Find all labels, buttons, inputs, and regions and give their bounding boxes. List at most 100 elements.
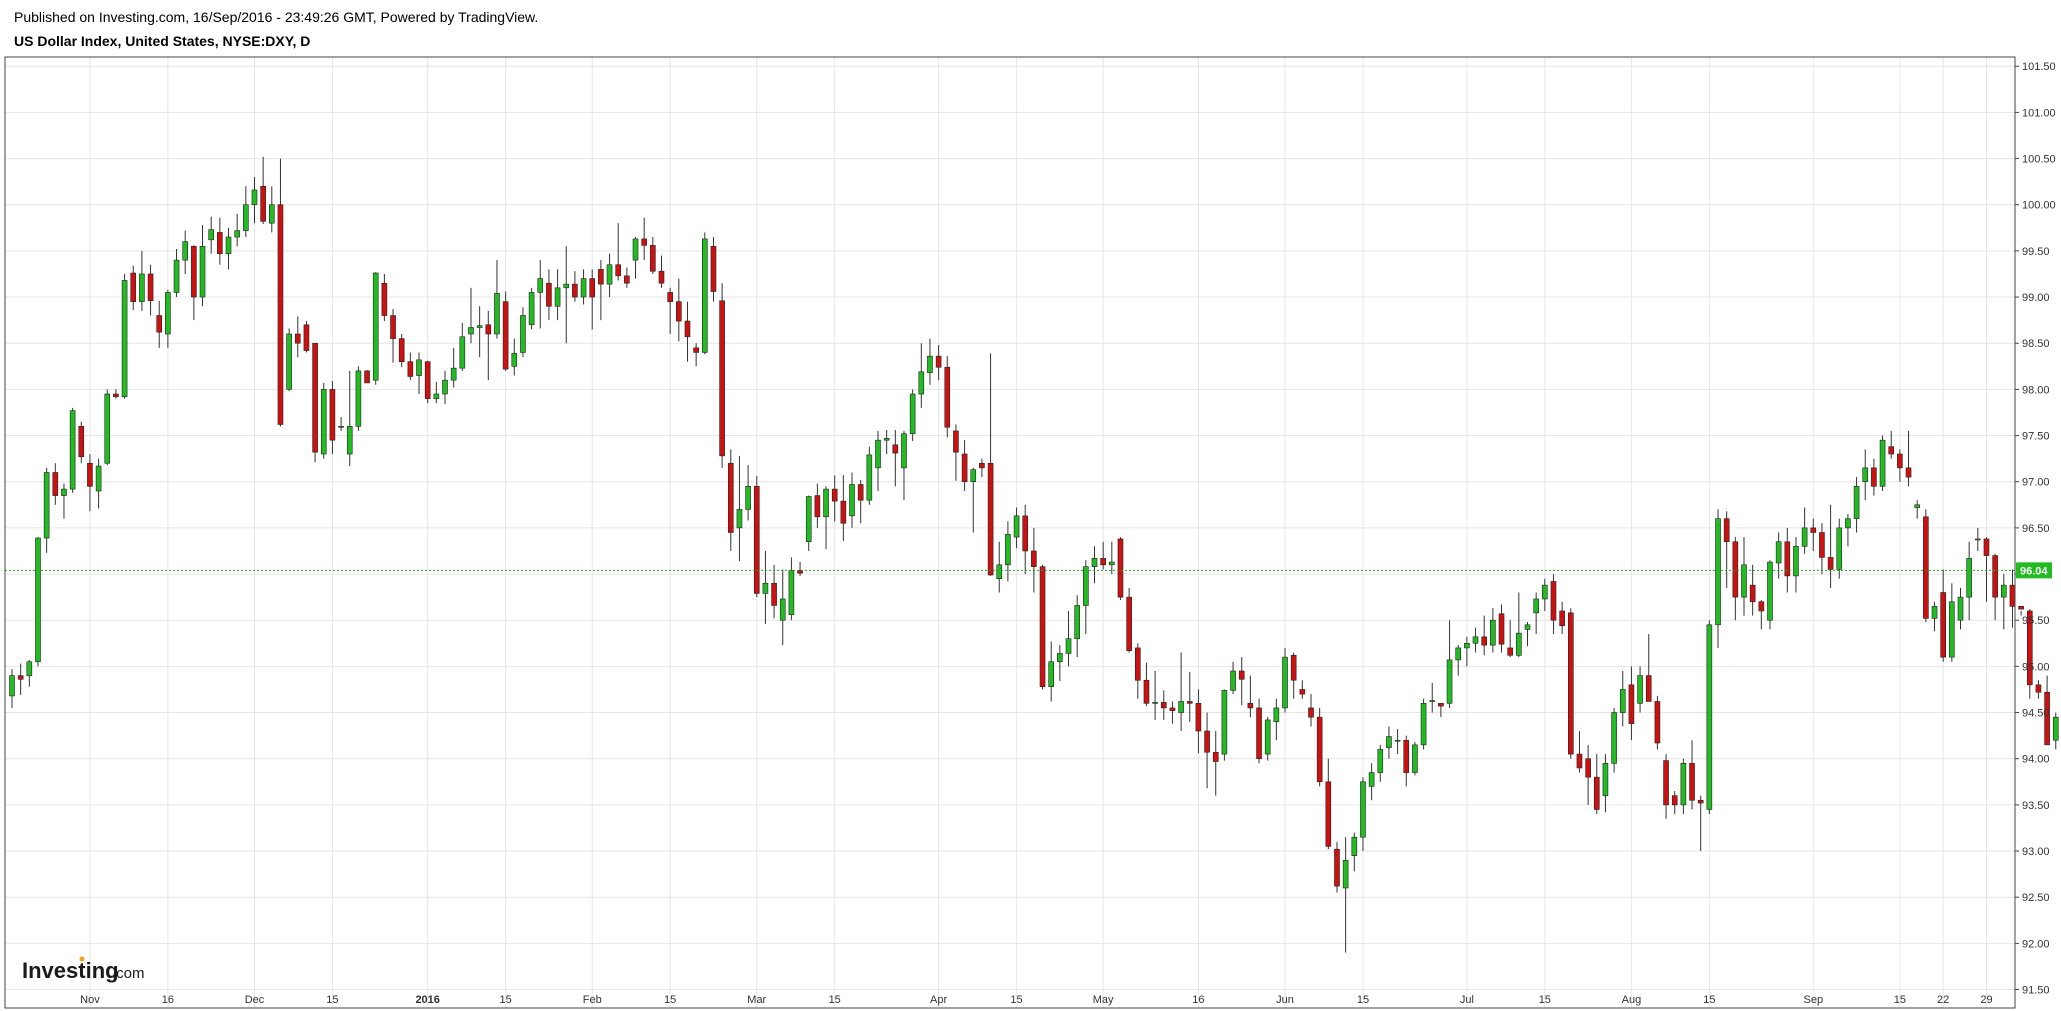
candle-body bbox=[1264, 719, 1271, 755]
x-tick-label: 22 bbox=[1937, 994, 1949, 1006]
candle-down bbox=[771, 564, 777, 619]
candle-body bbox=[684, 320, 691, 338]
candle-down bbox=[1663, 754, 1669, 819]
candle-body bbox=[866, 454, 873, 501]
candle-down bbox=[797, 562, 803, 576]
candle-down bbox=[727, 449, 734, 551]
candle-down bbox=[1438, 703, 1444, 718]
candle-body bbox=[987, 462, 994, 576]
candle-body bbox=[1576, 753, 1583, 769]
candle-body bbox=[104, 393, 111, 464]
candle-up bbox=[468, 287, 474, 344]
candle-down bbox=[753, 476, 760, 598]
logo-dot-icon bbox=[79, 956, 85, 962]
candle-down bbox=[1671, 791, 1678, 815]
y-tick-label: 93.00 bbox=[2022, 846, 2050, 858]
candle-body bbox=[1169, 707, 1176, 711]
candle-up bbox=[1680, 758, 1687, 815]
candle-down bbox=[1290, 652, 1297, 699]
candle-body bbox=[615, 264, 622, 277]
candle-body bbox=[1905, 467, 1912, 478]
candle-down bbox=[676, 278, 682, 342]
candle-down bbox=[1723, 511, 1730, 588]
candle-up bbox=[1949, 583, 1955, 662]
y-tick-label: 94.50 bbox=[2022, 708, 2050, 720]
x-tick-label: 15 bbox=[1010, 994, 1022, 1006]
candle-body bbox=[1472, 636, 1479, 644]
candle-body bbox=[1663, 760, 1669, 806]
candle-body bbox=[346, 426, 353, 455]
candle-body bbox=[805, 496, 812, 543]
candle-body bbox=[1923, 516, 1929, 619]
candle-body bbox=[1022, 515, 1029, 552]
candle-body bbox=[831, 488, 838, 502]
candle-body bbox=[1689, 763, 1695, 801]
candle-up bbox=[1420, 698, 1427, 750]
candle-down bbox=[2018, 606, 2024, 616]
candle-down bbox=[1689, 740, 1695, 810]
candle-up bbox=[1083, 560, 1089, 635]
candle-down bbox=[693, 343, 699, 367]
candle-body bbox=[130, 272, 137, 302]
candle-down bbox=[857, 479, 864, 524]
candle-up bbox=[442, 370, 448, 405]
candle-body bbox=[1005, 534, 1011, 566]
candle-body bbox=[1221, 690, 1228, 755]
candle-down bbox=[17, 663, 24, 696]
candle-body bbox=[1836, 527, 1843, 570]
candle-down bbox=[52, 463, 59, 505]
candle-body bbox=[1212, 751, 1219, 762]
candle-body bbox=[1654, 701, 1661, 744]
candle-body bbox=[1143, 679, 1150, 704]
candle-body bbox=[1256, 707, 1262, 760]
candle-body bbox=[251, 189, 258, 206]
candle-down bbox=[1810, 518, 1817, 551]
candle-body bbox=[390, 315, 396, 339]
candle-body bbox=[1160, 702, 1167, 709]
y-tick-label: 95.00 bbox=[2022, 661, 2050, 673]
candle-up bbox=[1490, 608, 1496, 653]
candle-body bbox=[719, 300, 725, 457]
candle-body bbox=[944, 366, 951, 428]
candle-up bbox=[823, 486, 829, 550]
candle-body bbox=[1983, 538, 1990, 556]
candle-down bbox=[667, 287, 673, 334]
candle-up bbox=[927, 338, 933, 385]
candle-up bbox=[225, 227, 232, 270]
candle-down bbox=[147, 264, 154, 316]
candle-body bbox=[95, 465, 102, 492]
candle-down bbox=[303, 321, 310, 353]
candle-body bbox=[797, 570, 803, 574]
candle-body bbox=[1334, 848, 1340, 887]
candle-down bbox=[1143, 662, 1150, 707]
candle-body bbox=[996, 564, 1003, 579]
candle-down bbox=[1325, 758, 1332, 850]
candle-down bbox=[381, 273, 388, 322]
candle-body bbox=[1247, 703, 1254, 709]
candle-up bbox=[416, 352, 422, 395]
candle-down bbox=[1758, 599, 1765, 630]
time-axis[interactable]: Nov 16 Dec 15 2016 15 Feb 15 Mar 15 Apr 15 May 16 Jun 1… bbox=[80, 994, 1992, 1006]
candle-up bbox=[901, 430, 907, 501]
investing-logo[interactable]: Investing .com bbox=[22, 956, 145, 984]
candle-down bbox=[953, 424, 959, 481]
price-axis[interactable]: 101.50 101.00 100.50 100.00 99.50 99.00 98.50 9… bbox=[2015, 61, 2056, 997]
candle-body bbox=[502, 301, 509, 370]
candle-body bbox=[1957, 596, 1964, 621]
candle-body bbox=[182, 241, 188, 261]
candle-body bbox=[693, 347, 699, 353]
candle-up bbox=[1446, 620, 1453, 708]
candle-up bbox=[1516, 592, 1522, 658]
candle-body bbox=[1299, 689, 1306, 695]
candle-up bbox=[996, 541, 1003, 593]
candle-body bbox=[580, 278, 587, 298]
candle-down bbox=[1204, 712, 1210, 789]
candle-body bbox=[1490, 619, 1496, 646]
candle-body bbox=[243, 204, 249, 231]
candle-down bbox=[1160, 690, 1167, 720]
candle-body bbox=[1282, 656, 1288, 709]
candle-body bbox=[2018, 606, 2024, 610]
candle-body bbox=[1593, 776, 1600, 810]
candle-body bbox=[1152, 702, 1158, 704]
